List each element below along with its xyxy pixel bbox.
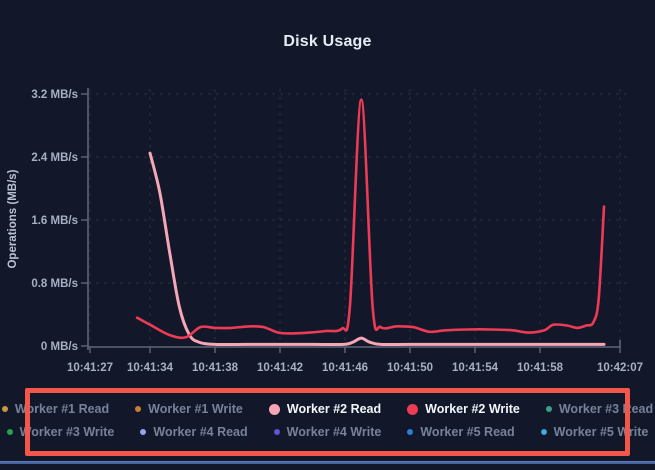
legend-row: Worker #1 Read Worker #1 Write Worker #2 R… — [1, 401, 654, 417]
legend-marker-icon — [140, 429, 147, 435]
svg-text:0.8 MB/s: 0.8 MB/s — [31, 278, 78, 290]
legend-marker-icon — [1, 406, 8, 412]
legend-row: Worker #3 Write Worker #4 Read Worker #4 W… — [6, 424, 649, 440]
legend-item-worker-3-write[interactable]: Worker #3 Write — [6, 424, 115, 440]
legend-marker-icon — [540, 429, 547, 435]
legend-item-worker-1-write[interactable]: Worker #1 Write — [135, 401, 243, 417]
legend-item-label: Worker #4 Read — [153, 425, 248, 439]
legend-item-worker-5-write[interactable]: Worker #5 Write — [540, 424, 649, 440]
legend-marker-icon — [407, 429, 414, 435]
bottom-divider — [0, 461, 655, 464]
legend-marker-icon — [273, 429, 280, 435]
svg-text:10:41:38: 10:41:38 — [192, 362, 239, 374]
legend-item-label: Worker #1 Read — [14, 402, 110, 416]
legend-item-worker-4-read[interactable]: Worker #4 Read — [140, 424, 248, 440]
legend-item-label: Worker #4 Write — [286, 425, 382, 439]
svg-text:10:41:50: 10:41:50 — [387, 362, 433, 374]
legend-marker-icon — [268, 403, 280, 415]
legend-item-label: Worker #1 Write — [148, 402, 243, 416]
legend-marker-icon — [407, 403, 419, 415]
svg-text:10:41:46: 10:41:46 — [322, 362, 368, 374]
legend-item-worker-5-read[interactable]: Worker #5 Read — [407, 424, 515, 440]
legend-item-label: Worker #3 Read — [558, 402, 654, 416]
svg-text:10:41:58: 10:41:58 — [517, 362, 564, 374]
svg-text:10:41:27: 10:41:27 — [67, 362, 113, 374]
series-line-worker-2-read — [148, 151, 606, 347]
disk-usage-line-chart: 0 MB/s 0.8 MB/s 1.6 MB/s 2.4 MB/s 3.2 MB/s 10… — [31, 88, 643, 374]
svg-text:10:42:07: 10:42:07 — [597, 362, 643, 374]
svg-text:1.6 MB/s: 1.6 MB/s — [31, 215, 78, 227]
series-line-worker-2-write — [135, 98, 606, 340]
legend-item-label: Worker #5 Write — [553, 425, 649, 439]
svg-text:2.4 MB/s: 2.4 MB/s — [31, 152, 78, 164]
svg-text:10:41:34: 10:41:34 — [127, 362, 174, 374]
svg-text:10:41:54: 10:41:54 — [452, 362, 499, 374]
legend-marker-icon — [545, 406, 552, 412]
chart-title: Disk Usage — [283, 33, 372, 50]
chart-legend: Worker #1 Read Worker #1 Write Worker #2 R… — [1, 401, 653, 440]
legend-item-worker-3-read[interactable]: Worker #3 Read — [545, 401, 654, 417]
legend-item-label: Worker #5 Read — [420, 425, 515, 439]
legend-item-label: Worker #2 Write — [425, 402, 520, 416]
svg-text:0 MB/s: 0 MB/s — [41, 341, 78, 353]
legend-marker-icon — [6, 429, 13, 435]
legend-item-label: Worker #3 Write — [19, 425, 115, 439]
legend-item-worker-2-read[interactable]: Worker #2 Read — [268, 401, 382, 417]
svg-text:10:41:42: 10:41:42 — [257, 362, 303, 374]
legend-item-label: Worker #2 Read — [286, 402, 382, 416]
legend-item-worker-2-write[interactable]: Worker #2 Write — [407, 401, 520, 417]
legend-marker-icon — [135, 406, 142, 412]
legend-item-worker-4-write[interactable]: Worker #4 Write — [273, 424, 382, 440]
legend-item-worker-1-read[interactable]: Worker #1 Read — [1, 401, 110, 417]
svg-text:3.2 MB/s: 3.2 MB/s — [31, 89, 78, 101]
